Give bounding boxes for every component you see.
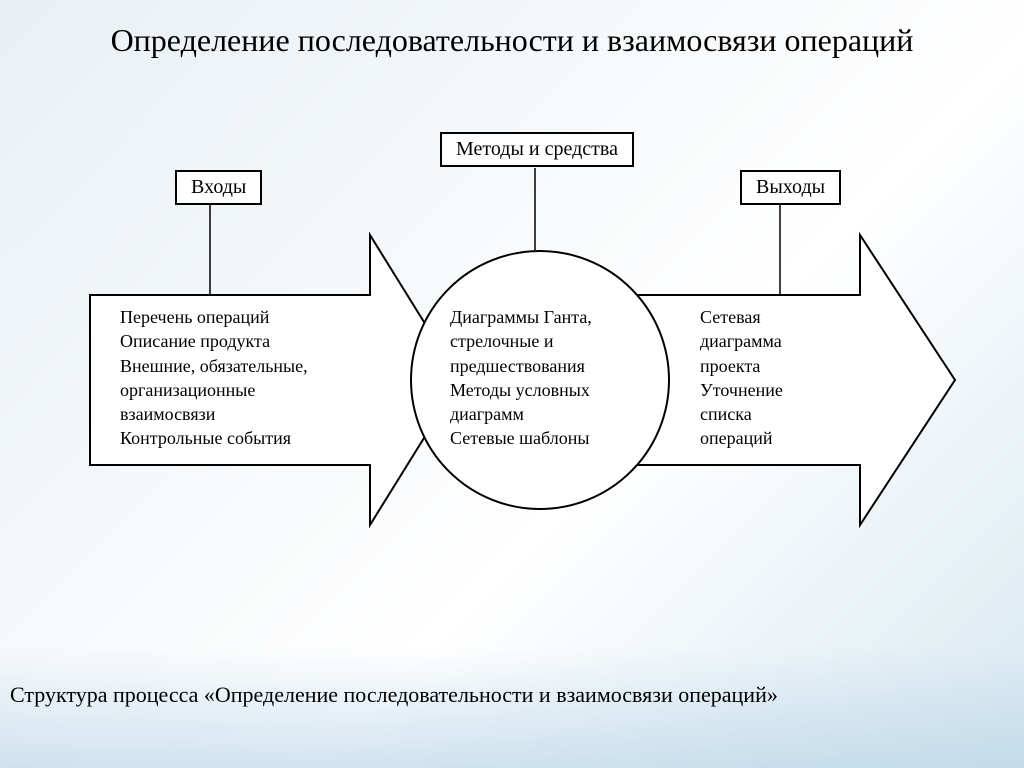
background-decoration xyxy=(0,648,1024,768)
methods-content: Диаграммы Ганта, стрелочные и предшество… xyxy=(450,305,640,451)
inputs-content: Перечень операций Описание продукта Внеш… xyxy=(120,305,370,451)
outputs-content: Сетевая диаграмма проекта Уточнение спис… xyxy=(700,305,850,451)
process-diagram: Входы Методы и средства Выходы Перечень … xyxy=(60,120,964,600)
footer-caption: Структура процесса «Определение последов… xyxy=(10,682,778,708)
slide-title: Определение последовательности и взаимос… xyxy=(0,0,1024,62)
